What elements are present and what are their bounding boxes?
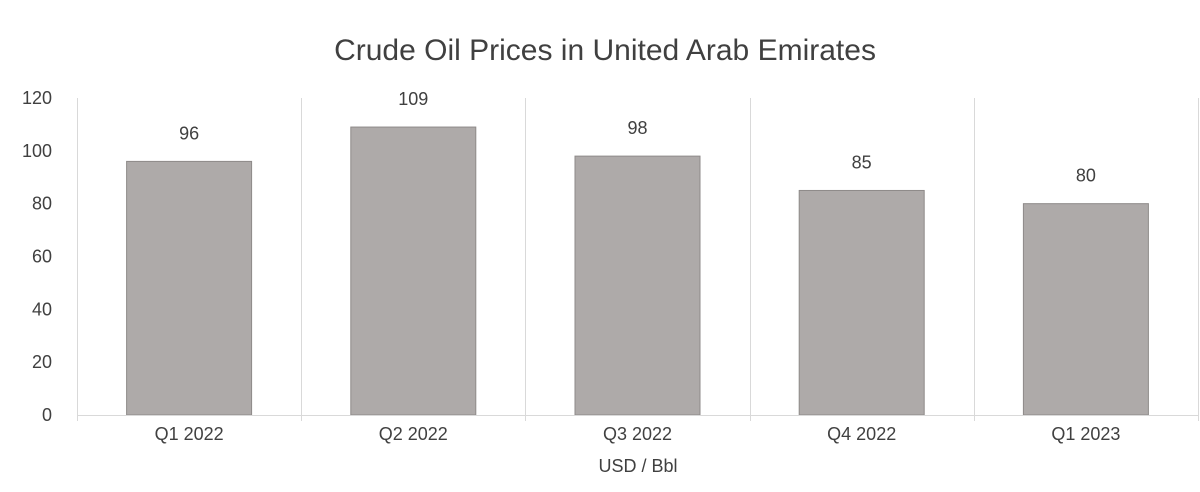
y-tick-label: 20 bbox=[32, 352, 52, 372]
y-tick-label: 80 bbox=[32, 194, 52, 214]
grid-lines bbox=[77, 98, 1199, 421]
x-tick-label: Q2 2022 bbox=[379, 424, 448, 444]
bars bbox=[126, 126, 1149, 416]
bar bbox=[350, 126, 477, 416]
data-labels: 96 109 98 85 80 bbox=[179, 89, 1096, 186]
x-tick-label: Q1 2023 bbox=[1051, 424, 1120, 444]
data-label: 85 bbox=[852, 152, 872, 172]
data-label: 96 bbox=[179, 123, 199, 143]
bar bbox=[1022, 203, 1149, 416]
y-tick-label: 100 bbox=[22, 141, 52, 161]
chart-title: Crude Oil Prices in United Arab Emirates bbox=[334, 34, 876, 67]
bar bbox=[126, 160, 253, 416]
data-label: 98 bbox=[627, 118, 647, 138]
x-axis: Q1 2022 Q2 2022 Q3 2022 Q4 2022 Q1 2023 bbox=[77, 415, 1198, 444]
x-tick-label: Q3 2022 bbox=[603, 424, 672, 444]
y-tick-label: 60 bbox=[32, 247, 52, 267]
y-tick-label: 120 bbox=[22, 88, 52, 108]
x-axis-title: USD / Bbl bbox=[598, 456, 677, 476]
bar bbox=[798, 189, 925, 416]
x-tick-label: Q4 2022 bbox=[827, 424, 896, 444]
data-label: 80 bbox=[1076, 166, 1096, 186]
x-tick-label: Q1 2022 bbox=[155, 424, 224, 444]
y-tick-label: 0 bbox=[42, 405, 52, 425]
bar bbox=[574, 155, 701, 416]
y-axis: 0 20 40 60 80 100 120 bbox=[22, 88, 52, 425]
y-tick-label: 40 bbox=[32, 299, 52, 319]
data-label: 109 bbox=[398, 89, 428, 109]
